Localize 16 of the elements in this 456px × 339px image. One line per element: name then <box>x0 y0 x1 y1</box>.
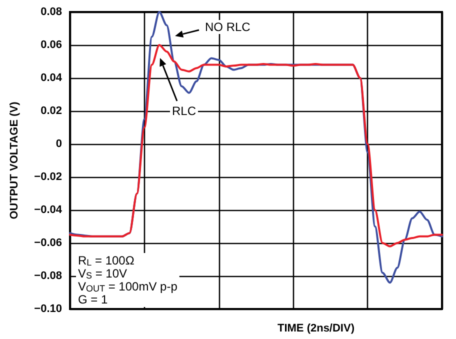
annotation: NO RLC <box>205 20 251 34</box>
y-tick-label: 0.02 <box>40 105 62 117</box>
line-series <box>69 44 443 248</box>
y-axis-title: OUTPUT VOLTAGE (V) <box>8 101 20 220</box>
y-tick-label: 0.04 <box>40 72 63 84</box>
y-tick-label: −0.06 <box>34 237 62 249</box>
text: RL = 100Ω VS = 10V VOUT = 100mV p-p G = 1 <box>78 254 178 306</box>
x-axis-title: TIME (2ns/DIV) <box>277 322 355 334</box>
y-tick-label: 0.08 <box>40 6 62 18</box>
annotation: RLC <box>172 104 196 118</box>
y-tick-label: −0.08 <box>34 270 62 282</box>
y-tick-label: 0 <box>56 138 62 150</box>
y-tick-label: −0.04 <box>34 204 63 216</box>
y-tick-label: −0.02 <box>34 171 62 183</box>
y-tick-label: 0.06 <box>40 39 62 51</box>
y-tick-label: −0.10 <box>34 303 62 315</box>
